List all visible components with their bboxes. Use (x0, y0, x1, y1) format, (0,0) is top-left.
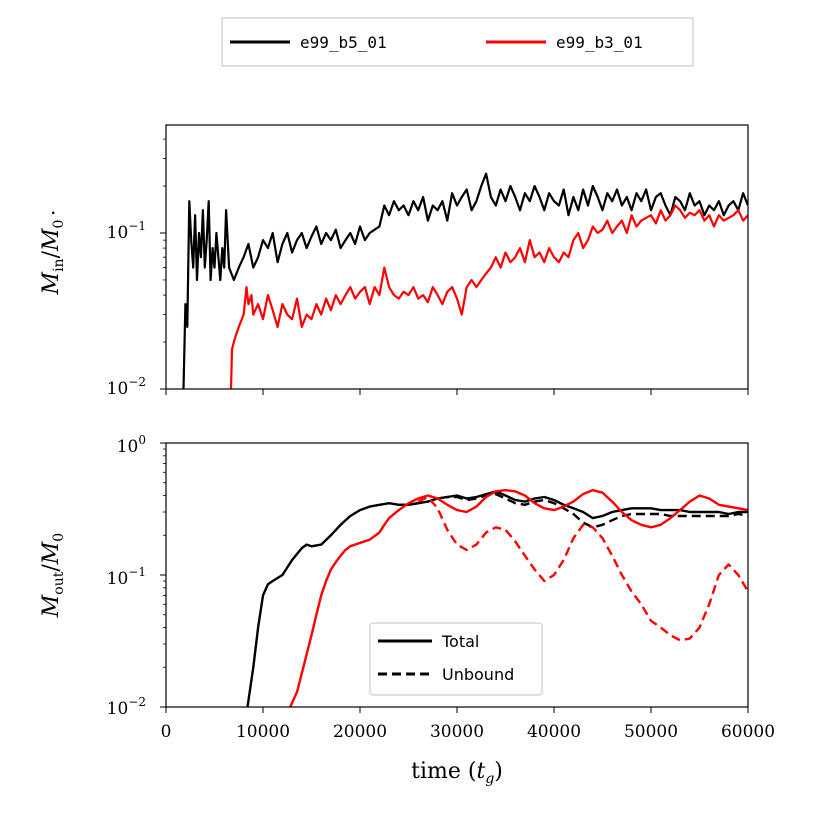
top-ytick-label-1: 10−1 (107, 219, 146, 243)
series-line-e99_b5_01-total (246, 490, 748, 707)
x-axis-label: time (tg) (411, 759, 503, 787)
top-legend-frame (221, 17, 694, 67)
x-tick-labels: 0 10000 20000 30000 40000 50000 60000 (161, 722, 775, 742)
top-panel: 10−1 10−2 Min/M0 · (39, 124, 749, 399)
legend-label-b3: e99_b3_01 (556, 33, 643, 52)
xtick-label-50000: 50000 (624, 722, 678, 742)
xtick-label-40000: 40000 (527, 722, 581, 742)
xtick-label-30000: 30000 (430, 722, 484, 742)
top-ylabel-dot-1: · (41, 210, 65, 216)
series-line-e99_b3_01-total (289, 488, 748, 707)
top-axes-frame (165, 124, 749, 390)
top-ticks (160, 138, 749, 395)
legend-label-unbound: Unbound (442, 665, 514, 684)
legend-label-b5: e99_b5_01 (300, 33, 387, 52)
xtick-label-0: 0 (161, 722, 172, 742)
bottom-ytick-label-2: 10−1 (107, 565, 146, 589)
legend-label-total: Total (441, 632, 479, 651)
series-line-e99_b3_01 (229, 204, 748, 389)
top-plot-area (182, 172, 748, 389)
series-line-e99_b5_01-unbound (398, 492, 748, 529)
xtick-label-60000: 60000 (721, 722, 775, 742)
xtick-label-20000: 20000 (333, 722, 387, 742)
top-legend: e99_b5_01 e99_b3_01 (221, 17, 694, 67)
bottom-legend: Total Unbound (369, 622, 543, 696)
bottom-ytick-label-3: 10−2 (107, 695, 146, 719)
bottom-plot-area (246, 488, 748, 707)
top-ytick-label-2: 10−2 (107, 375, 146, 399)
bottom-ylabel: Mout/M0 (39, 533, 67, 618)
series-line-e99_b5_01 (182, 172, 748, 389)
top-ylabel: Min/M0 (39, 220, 67, 296)
xtick-label-10000: 10000 (236, 722, 290, 742)
bottom-panel: 100 10−1 10−2 Mout/M0 0 10000 20000 3000… (39, 433, 775, 787)
series-line-e99_b3_01-unbound (417, 495, 748, 642)
bottom-ticks (160, 442, 749, 713)
bottom-ytick-label-1: 100 (117, 433, 146, 457)
